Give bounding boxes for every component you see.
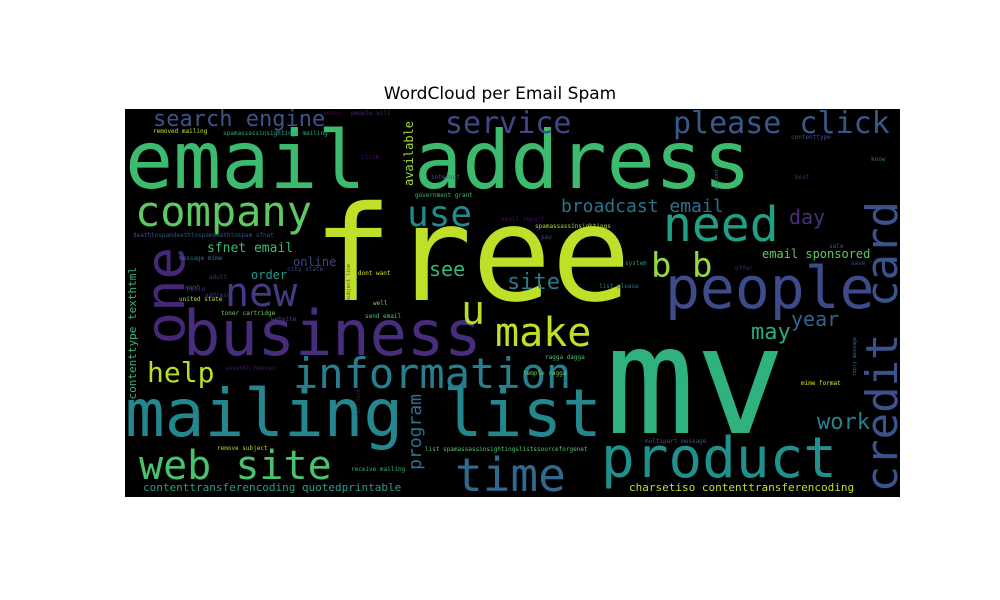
word-united-state: united state bbox=[179, 296, 223, 303]
word-internet: internet bbox=[431, 174, 460, 181]
word-use: use bbox=[407, 194, 473, 235]
word-well: well bbox=[373, 300, 388, 307]
word-site: site bbox=[507, 270, 560, 295]
word-free: free bbox=[313, 178, 631, 332]
word-best: best bbox=[795, 174, 810, 181]
word-program: program bbox=[405, 394, 426, 470]
word-offer: offer bbox=[735, 265, 754, 272]
word-government-grant: government grant bbox=[415, 192, 473, 199]
word-charsetiso-contenttransferencoding: charsetiso contenttransferencoding bbox=[629, 481, 855, 494]
word-b-b: b b bbox=[651, 246, 713, 286]
word-day: day bbox=[789, 205, 826, 229]
word-list-please: list please bbox=[599, 283, 639, 290]
word-click: click bbox=[361, 154, 380, 161]
word-ragga-dagga: ragga dagga bbox=[545, 354, 585, 361]
word-email-report: email report bbox=[501, 216, 545, 223]
word-know: know bbox=[871, 156, 886, 163]
word-deathtospamdeathtospamdeathtospam-sfnet: deathtospamdeathtospamdeathtospam sfnet bbox=[133, 232, 274, 239]
word-business: business bbox=[183, 297, 482, 370]
word-message-mime: message mime bbox=[179, 255, 223, 262]
word-make: make bbox=[495, 310, 592, 356]
word-contenttype-texthtml: contenttype texthtml bbox=[126, 267, 139, 400]
word-system: system bbox=[625, 260, 647, 267]
word-reply-message: reply message bbox=[852, 337, 858, 377]
word-broadcast-email: broadcast email bbox=[561, 196, 724, 217]
word-people-will: people will bbox=[351, 110, 391, 117]
word-list-spamassassinsightingslistssourceforgenet: list spamassassinsightingslistssourcefor… bbox=[425, 446, 588, 453]
word-account: account bbox=[714, 169, 720, 191]
word-address: address bbox=[205, 292, 231, 299]
word-mailing-list: mailing list bbox=[125, 375, 602, 452]
word-remove-subject: remove subject bbox=[217, 445, 268, 452]
word-may: may bbox=[751, 320, 791, 345]
word-u: u bbox=[461, 288, 486, 334]
word-need: need bbox=[663, 197, 779, 253]
word-service: service bbox=[445, 109, 572, 141]
word-web-site: web site bbox=[139, 443, 332, 489]
word-website: website bbox=[271, 316, 297, 323]
word-work: work bbox=[817, 410, 870, 435]
word-new: new bbox=[225, 270, 298, 316]
word-fill-form: fill form bbox=[356, 389, 362, 417]
word-mime-format: mime format bbox=[801, 380, 841, 387]
word-money: money bbox=[323, 110, 342, 117]
word-information: information bbox=[293, 349, 572, 398]
word-spamassassinsightings-mailing: spamassassinsightings mailing bbox=[223, 130, 328, 137]
word-removed-mailing: removed mailing bbox=[153, 128, 208, 135]
word-dont-want: dont want bbox=[358, 270, 391, 277]
word-save: save bbox=[851, 260, 866, 267]
word-sale: sale bbox=[829, 243, 844, 250]
word-city-state: city state bbox=[287, 266, 324, 273]
word-email-address: email address bbox=[125, 114, 752, 207]
word-toner-cartridge: toner cartridge bbox=[221, 310, 276, 317]
word-credit-card: credit card bbox=[857, 201, 900, 493]
word-cloud: mv free email address mailing list business p… bbox=[125, 109, 900, 497]
word-time: time bbox=[455, 448, 566, 497]
word-want: want bbox=[185, 284, 200, 291]
word-mv: mv bbox=[605, 295, 786, 469]
word-temple-ragga: temple ragga bbox=[523, 370, 567, 377]
word-please-click: please click bbox=[673, 109, 890, 141]
word-year: year bbox=[791, 307, 840, 331]
word-order: order bbox=[251, 268, 288, 282]
word-available: available bbox=[402, 121, 416, 187]
word-seventh-heaven: seventh heaven bbox=[225, 365, 276, 372]
word-pay: pay bbox=[541, 234, 552, 241]
word-sfnet-email: sfnet email bbox=[207, 241, 294, 256]
word-multipart-message: multipart message bbox=[645, 438, 707, 445]
word-contenttype: contenttype bbox=[791, 134, 831, 141]
word-email-sponsored: email sponsored bbox=[762, 247, 871, 261]
word-spamassassinsightings: spamassassinsightings bbox=[535, 223, 611, 230]
word-see: see bbox=[429, 257, 466, 281]
word-adult: adult bbox=[209, 274, 228, 281]
chart-title: WordCloud per Email Spam bbox=[383, 84, 617, 104]
word-online: online bbox=[293, 255, 337, 269]
word-search-engine: search engine bbox=[153, 109, 326, 132]
word-people: people bbox=[665, 254, 875, 322]
word-contenttransferencoding-quotedprintable: contenttransferencoding quotedprintable bbox=[143, 481, 402, 494]
word-subject-line: subject line bbox=[346, 264, 352, 301]
word-product: product bbox=[601, 426, 838, 491]
word-help: help bbox=[147, 356, 215, 389]
word-company: company bbox=[135, 187, 313, 236]
word-receive-mailing: receive mailing bbox=[351, 466, 406, 473]
word-send-email: send email bbox=[365, 313, 402, 320]
word-hello: hello bbox=[187, 286, 206, 293]
